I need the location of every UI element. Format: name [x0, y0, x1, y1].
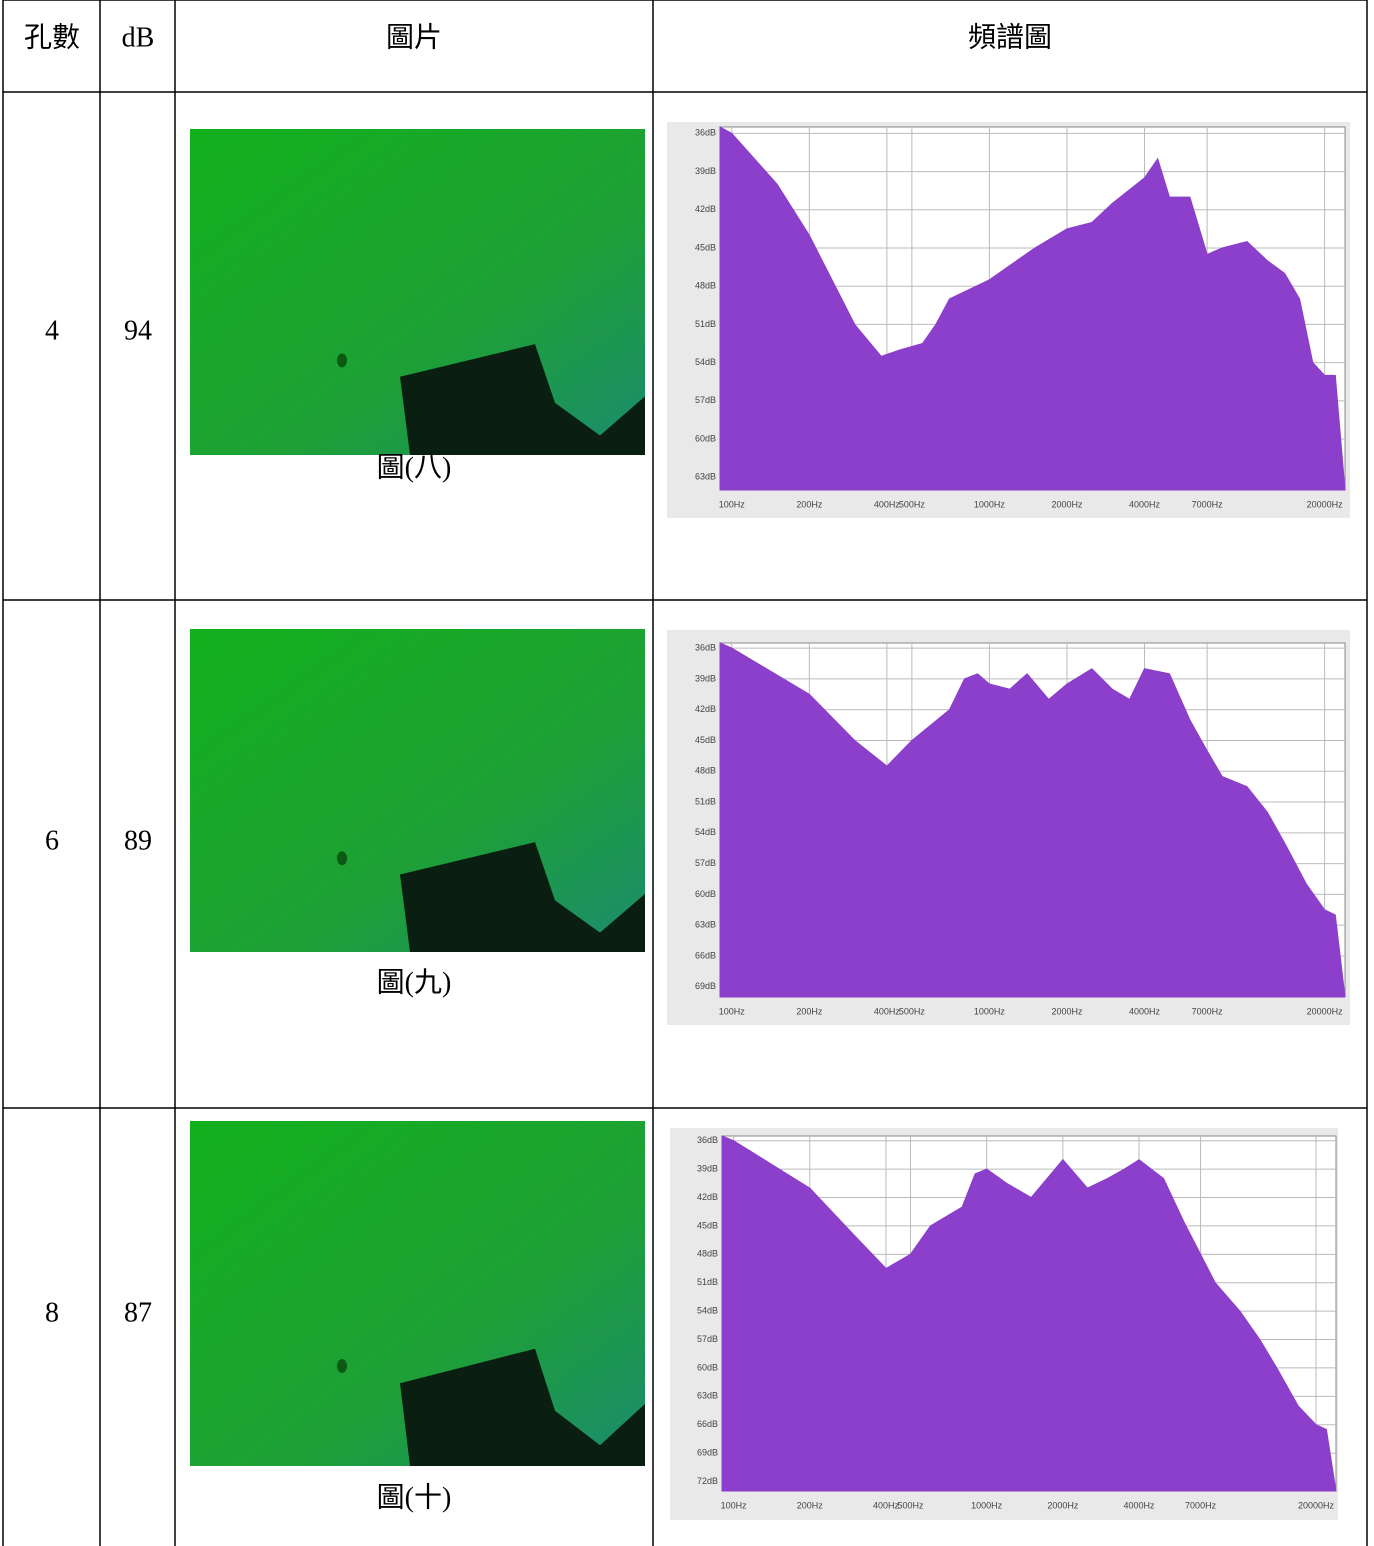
x-tick-label: 4000Hz — [1124, 1500, 1156, 1510]
y-tick-label: 48dB — [697, 1249, 718, 1259]
y-tick-label: 36dB — [697, 1135, 718, 1145]
y-tick-label: 63dB — [695, 920, 716, 930]
holes-cell: 6 — [45, 825, 59, 856]
x-tick-label: 7000Hz — [1192, 499, 1224, 509]
holes-cell: 4 — [45, 315, 59, 346]
y-tick-label: 54dB — [695, 827, 716, 837]
y-tick-label: 39dB — [695, 166, 716, 176]
x-tick-label: 20000Hz — [1307, 1006, 1344, 1016]
x-tick-label: 2000Hz — [1047, 1500, 1079, 1510]
x-tick-label: 500Hz — [899, 1006, 926, 1016]
x-tick-label: 200Hz — [796, 1006, 823, 1016]
x-tick-label: 20000Hz — [1298, 1500, 1335, 1510]
photo-caption: 圖(九) — [377, 966, 452, 998]
y-tick-label: 72dB — [697, 1476, 718, 1486]
db-cell: 89 — [124, 825, 152, 856]
photo-caption: 圖(八) — [377, 452, 452, 483]
x-tick-label: 400Hz — [873, 1500, 900, 1510]
y-tick-label: 66dB — [697, 1419, 718, 1429]
x-tick-label: 20000Hz — [1307, 499, 1344, 509]
y-tick-label: 60dB — [695, 889, 716, 899]
y-tick-label: 42dB — [697, 1192, 718, 1202]
y-tick-label: 45dB — [695, 242, 716, 252]
y-tick-label: 54dB — [697, 1306, 718, 1316]
y-tick-label: 45dB — [695, 735, 716, 745]
y-tick-label: 42dB — [695, 204, 716, 214]
photo-spot — [337, 851, 347, 865]
x-tick-label: 200Hz — [797, 1500, 824, 1510]
x-tick-label: 1000Hz — [974, 499, 1006, 509]
x-tick-label: 7000Hz — [1192, 1006, 1224, 1016]
y-tick-label: 69dB — [697, 1448, 718, 1458]
header-cell: 頻譜圖 — [968, 21, 1052, 53]
y-tick-label: 39dB — [695, 673, 716, 683]
page: 孔數 dB 圖片 頻譜圖 4 94 圖(八) 36dB 39dB 42dB 45dB 48dB… — [0, 0, 1374, 1546]
x-tick-label: 2000Hz — [1051, 1006, 1083, 1016]
y-tick-label: 48dB — [695, 281, 716, 291]
x-tick-label: 4000Hz — [1129, 1006, 1161, 1016]
document-table: 孔數 dB 圖片 頻譜圖 4 94 圖(八) 36dB 39dB 42dB 45dB 48dB… — [0, 0, 1374, 1546]
x-tick-label: 7000Hz — [1185, 1500, 1217, 1510]
header-cell: 圖片 — [386, 21, 442, 53]
y-tick-label: 69dB — [695, 981, 716, 991]
x-tick-label: 100Hz — [719, 499, 746, 509]
y-tick-label: 60dB — [697, 1362, 718, 1372]
y-tick-label: 42dB — [695, 704, 716, 714]
x-tick-label: 500Hz — [899, 499, 926, 509]
x-tick-label: 200Hz — [796, 499, 823, 509]
y-tick-label: 51dB — [695, 319, 716, 329]
db-cell: 94 — [124, 315, 152, 346]
y-tick-label: 51dB — [695, 796, 716, 806]
y-tick-label: 57dB — [695, 395, 716, 405]
y-tick-label: 36dB — [695, 643, 716, 653]
x-tick-label: 1000Hz — [971, 1500, 1003, 1510]
x-tick-label: 1000Hz — [974, 1006, 1006, 1016]
header-cell: dB — [122, 22, 155, 53]
photo-caption: 圖(十) — [377, 1481, 452, 1513]
db-cell: 87 — [124, 1297, 152, 1328]
y-tick-label: 36dB — [695, 128, 716, 138]
y-tick-label: 66dB — [695, 950, 716, 960]
y-tick-label: 45dB — [697, 1220, 718, 1230]
x-tick-label: 100Hz — [719, 1006, 746, 1016]
photo-spot — [337, 353, 347, 367]
y-tick-label: 63dB — [697, 1391, 718, 1401]
header-cell: 孔數 — [24, 21, 80, 53]
x-tick-label: 100Hz — [721, 1500, 748, 1510]
x-tick-label: 500Hz — [897, 1500, 924, 1510]
y-tick-label: 51dB — [697, 1277, 718, 1287]
x-tick-label: 4000Hz — [1129, 499, 1161, 509]
y-tick-label: 48dB — [695, 766, 716, 776]
holes-cell: 8 — [45, 1297, 59, 1328]
photo-spot — [337, 1359, 347, 1373]
x-tick-label: 400Hz — [874, 499, 901, 509]
y-tick-label: 60dB — [695, 433, 716, 443]
y-tick-label: 57dB — [697, 1334, 718, 1344]
x-tick-label: 400Hz — [874, 1006, 901, 1016]
y-tick-label: 54dB — [695, 357, 716, 367]
y-tick-label: 57dB — [695, 858, 716, 868]
y-tick-label: 63dB — [695, 472, 716, 482]
y-tick-label: 39dB — [697, 1164, 718, 1174]
x-tick-label: 2000Hz — [1051, 499, 1083, 509]
